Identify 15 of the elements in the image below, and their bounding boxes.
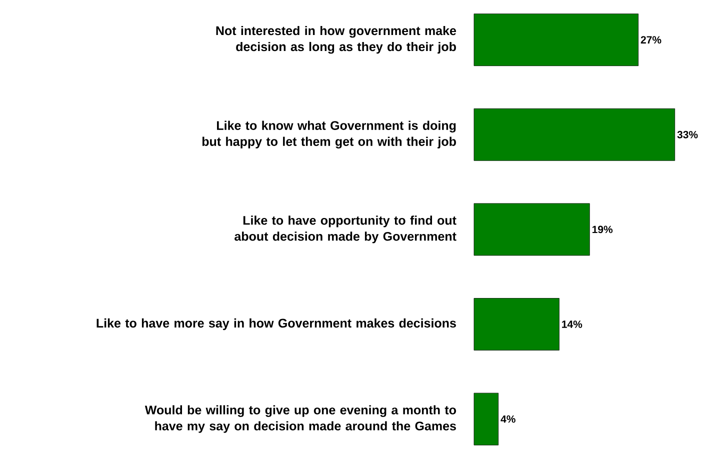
data-label: 33% (677, 130, 698, 138)
y-tick-label: Not interested in how government make decision as long as they do their job (216, 26, 456, 54)
data-label: 4% (500, 415, 516, 423)
bar (474, 203, 590, 256)
y-tick-label: Like to have opportunity to find out about decision made by Government (234, 216, 456, 244)
data-label: 14% (562, 320, 582, 328)
bar (474, 108, 676, 161)
y-tick-label: Like to have more say in how Government makes decisions (96, 318, 456, 330)
data-label: 19% (592, 226, 613, 234)
bar (474, 298, 560, 350)
y-tick-label: Like to know what Government is doing but happy to let them get on with their job (202, 120, 456, 148)
y-tick-label: Would be willing to give up one evening a month to have my say on decision made around the Games (144, 405, 456, 433)
bar (474, 14, 639, 66)
data-label: 27% (640, 36, 662, 44)
bar (474, 392, 499, 446)
